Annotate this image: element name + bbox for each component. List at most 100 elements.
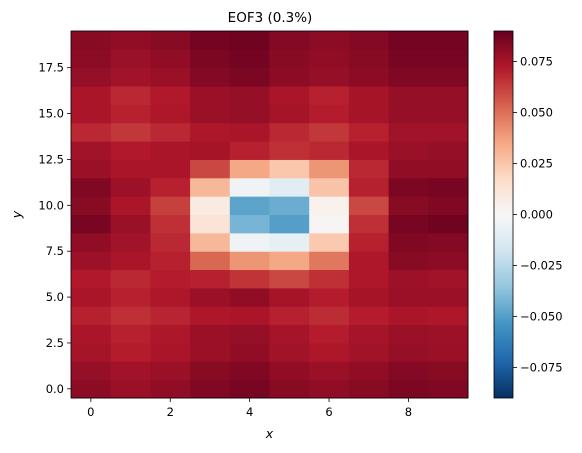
heatmap-cell	[309, 141, 350, 160]
heatmap-cell	[229, 141, 270, 160]
heatmap-cell	[388, 214, 429, 234]
heatmap-cell	[309, 287, 350, 307]
heatmap-cell	[348, 251, 390, 271]
heatmap-cell	[71, 361, 112, 381]
heatmap-cell	[110, 31, 151, 50]
heatmap-cell	[229, 214, 270, 234]
heatmap-cell	[110, 122, 151, 142]
heatmap-cell	[388, 196, 429, 215]
heatmap-cell	[388, 177, 429, 197]
heatmap-cell	[269, 214, 310, 234]
heatmap-cell	[150, 269, 191, 289]
heatmap-cell	[229, 177, 270, 197]
heatmap-cell	[190, 324, 231, 344]
heatmap-cell	[388, 379, 429, 399]
heatmap-cell	[269, 361, 310, 381]
heatmap-cell	[229, 251, 270, 271]
heatmap-cell	[388, 269, 429, 289]
heatmap-cell	[190, 379, 231, 399]
heatmap-cell	[110, 379, 151, 399]
heatmap-cell	[229, 361, 270, 381]
heatmap-cell	[71, 177, 112, 197]
heatmap-cell	[269, 159, 310, 179]
heatmap-cell	[269, 196, 310, 215]
heatmap-cell	[229, 67, 270, 87]
heatmap-cell	[110, 177, 151, 197]
heatmap-cell	[150, 141, 191, 160]
y-tick-label: 10.0	[38, 198, 64, 212]
heatmap-cell	[71, 269, 112, 289]
heatmap-cell	[309, 306, 350, 326]
heatmap-cell	[309, 86, 350, 105]
heatmap-cell	[110, 232, 151, 252]
heatmap-cell	[150, 104, 191, 124]
heatmap-cell	[388, 287, 429, 307]
heatmap-cell	[269, 177, 310, 197]
heatmap-cell	[309, 214, 350, 234]
heatmap-cell	[190, 196, 231, 215]
heatmap-cell	[428, 159, 469, 179]
heatmap-cell	[71, 251, 112, 271]
heatmap-cell	[269, 67, 310, 87]
heatmap-cell	[309, 269, 350, 289]
heatmap-cell	[269, 122, 310, 142]
heatmap-cell	[190, 251, 231, 271]
heatmap-cell	[309, 177, 350, 197]
heatmap-cell	[71, 232, 112, 252]
heatmap-cell	[110, 159, 151, 179]
colorbar-tick-label: 0.075	[520, 55, 553, 69]
heatmap-cell	[388, 324, 429, 344]
heatmap-cell	[150, 306, 191, 326]
colorbar-tick-label: 0.025	[520, 157, 553, 171]
heatmap-cell	[190, 287, 231, 307]
heatmap-cell	[348, 122, 390, 142]
heatmap-cell	[269, 324, 310, 344]
x-tick-label: 6	[325, 405, 332, 419]
heatmap-cell	[150, 159, 191, 179]
heatmap-cell	[388, 86, 429, 105]
heatmap-cell	[190, 122, 231, 142]
heatmap-cell	[428, 141, 469, 160]
heatmap-cell	[309, 232, 350, 252]
heatmap-cell	[229, 287, 270, 307]
heatmap-cell	[309, 122, 350, 142]
heatmap-cell	[190, 214, 231, 234]
heatmap-cell	[71, 324, 112, 344]
heatmap-cell	[71, 86, 112, 105]
heatmap-cell	[309, 104, 350, 124]
y-tick-label: 2.5	[46, 336, 64, 350]
heatmap-cell	[388, 141, 429, 160]
colorbar-tick-label: −0.050	[520, 309, 563, 323]
heatmap-cell	[150, 122, 191, 142]
heatmap-cell	[110, 104, 151, 124]
heatmap-cell	[428, 49, 469, 69]
heatmap-cell	[428, 177, 469, 197]
heatmap-cell	[428, 306, 469, 326]
heatmap-cell	[190, 67, 231, 87]
heatmap-cell	[309, 159, 350, 179]
heatmap-cell	[229, 159, 270, 179]
heatmap-cell	[110, 214, 151, 234]
heatmap-cell	[269, 49, 310, 69]
heatmap-cell	[309, 324, 350, 344]
heatmap-cell	[388, 361, 429, 381]
colorbar-tick-label: 0.050	[520, 106, 553, 120]
y-axis: 0.0 2.5 5.0 7.5 10.0 12.5 15.0 17.5	[38, 61, 71, 396]
heatmap-cell	[190, 31, 231, 50]
heatmap-cell	[388, 342, 429, 362]
heatmap-cell	[110, 67, 151, 87]
heatmap-cell	[190, 177, 231, 197]
heatmap-cell	[190, 342, 231, 362]
heatmap-cell	[110, 141, 151, 160]
colorbar-tick-label: 0.000	[520, 208, 553, 222]
heatmap-cell	[348, 196, 390, 215]
x-tick-label: 2	[167, 405, 174, 419]
x-axis-label: x	[265, 426, 274, 441]
heatmap-cell	[71, 49, 112, 69]
heatmap-cell	[428, 214, 469, 234]
heatmap-cell	[428, 324, 469, 344]
heatmap-cell	[229, 122, 270, 142]
x-tick-label: 0	[87, 405, 94, 419]
heatmap-cell	[190, 306, 231, 326]
